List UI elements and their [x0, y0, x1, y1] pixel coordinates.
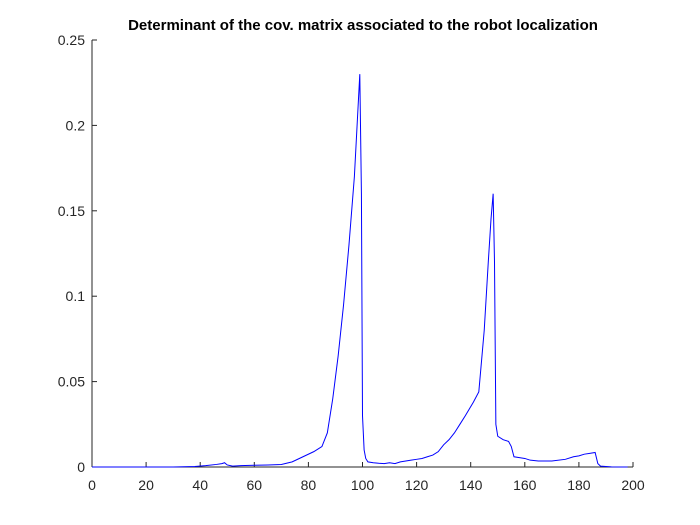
y-tick-label: 0	[77, 459, 85, 475]
x-tick-label: 60	[247, 477, 263, 493]
x-tick-label: 180	[567, 477, 591, 493]
chart-title: Determinant of the cov. matrix associate…	[128, 17, 598, 34]
x-tick-label: 200	[621, 477, 645, 493]
x-ticks: 0 20 40 60 80 100 120 140 160 180 200	[88, 462, 645, 493]
plot-area: 0 20 40 60 80 100 120 140 160 180 200 0 0.05 0.1 0.15…	[58, 32, 645, 493]
x-tick-label: 120	[405, 477, 429, 493]
y-tick-label: 0.05	[58, 374, 85, 390]
series-group	[92, 74, 628, 468]
x-tick-label: 140	[459, 477, 483, 493]
x-tick-label: 0	[88, 477, 96, 493]
x-tick-label: 80	[301, 477, 317, 493]
y-ticks: 0 0.05 0.1 0.15 0.2 0.25	[58, 32, 97, 475]
x-tick-label: 160	[513, 477, 537, 493]
y-tick-label: 0.1	[66, 288, 86, 304]
y-tick-label: 0.2	[66, 117, 86, 133]
x-tick-label: 40	[192, 477, 208, 493]
x-tick-label: 20	[138, 477, 154, 493]
series-line	[92, 74, 628, 468]
y-tick-label: 0.15	[58, 203, 85, 219]
y-tick-label: 0.25	[58, 32, 85, 48]
x-tick-label: 100	[351, 477, 375, 493]
